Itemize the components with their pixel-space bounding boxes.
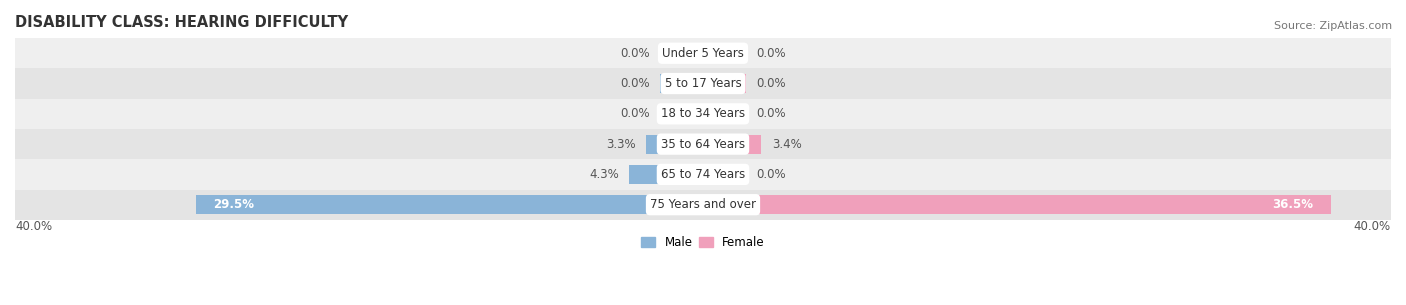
Text: 3.3%: 3.3% [606, 138, 636, 151]
Text: 0.0%: 0.0% [620, 47, 650, 60]
Text: 35 to 64 Years: 35 to 64 Years [661, 138, 745, 151]
Bar [703, 165, 747, 184]
Bar [703, 44, 747, 63]
Text: 0.0%: 0.0% [756, 168, 786, 181]
Text: 29.5%: 29.5% [212, 198, 254, 211]
Text: 36.5%: 36.5% [1272, 198, 1313, 211]
Text: 3.4%: 3.4% [772, 138, 801, 151]
Text: 18 to 34 Years: 18 to 34 Years [661, 107, 745, 120]
Text: 0.0%: 0.0% [620, 107, 650, 120]
Bar [659, 104, 703, 123]
Bar [15, 159, 1391, 189]
Text: 0.0%: 0.0% [756, 107, 786, 120]
Bar [15, 68, 1391, 99]
Text: Source: ZipAtlas.com: Source: ZipAtlas.com [1274, 21, 1392, 31]
Text: 0.0%: 0.0% [756, 47, 786, 60]
Bar [15, 38, 1391, 68]
Text: 65 to 74 Years: 65 to 74 Years [661, 168, 745, 181]
Text: 0.0%: 0.0% [620, 77, 650, 90]
Bar [195, 195, 703, 214]
Bar [15, 189, 1391, 220]
Text: 40.0%: 40.0% [15, 221, 52, 233]
Text: 75 Years and over: 75 Years and over [650, 198, 756, 211]
Bar [15, 129, 1391, 159]
Bar [703, 104, 747, 123]
Legend: Male, Female: Male, Female [637, 231, 769, 254]
Bar [703, 74, 747, 93]
Bar [628, 165, 703, 184]
Bar [647, 135, 703, 153]
Text: 0.0%: 0.0% [756, 77, 786, 90]
Text: DISABILITY CLASS: HEARING DIFFICULTY: DISABILITY CLASS: HEARING DIFFICULTY [15, 15, 349, 30]
Bar [659, 44, 703, 63]
Bar [703, 195, 1331, 214]
Bar [659, 74, 703, 93]
Text: 4.3%: 4.3% [589, 168, 619, 181]
Bar [703, 135, 762, 153]
Bar [15, 99, 1391, 129]
Text: Under 5 Years: Under 5 Years [662, 47, 744, 60]
Text: 40.0%: 40.0% [1354, 221, 1391, 233]
Text: 5 to 17 Years: 5 to 17 Years [665, 77, 741, 90]
